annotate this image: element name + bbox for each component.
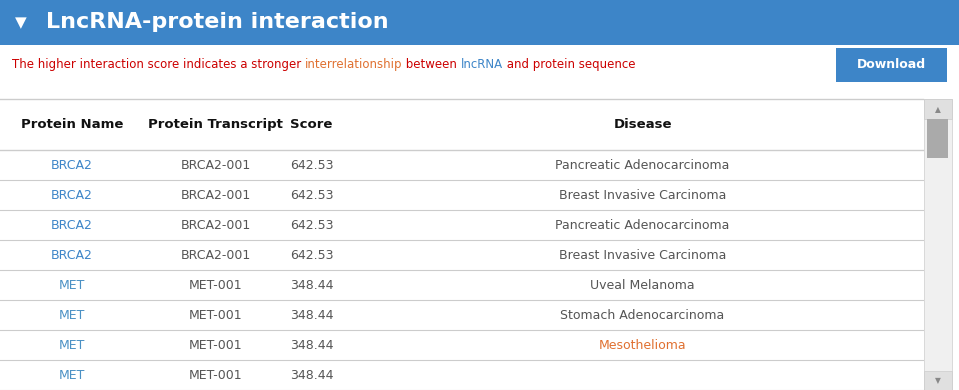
Text: ▼: ▼: [935, 376, 941, 385]
Text: 642.53: 642.53: [290, 189, 334, 202]
Text: and protein sequence: and protein sequence: [503, 58, 635, 71]
Text: Breast Invasive Carcinoma: Breast Invasive Carcinoma: [559, 248, 726, 262]
Text: Disease: Disease: [613, 118, 672, 131]
Text: MET: MET: [58, 278, 85, 292]
Text: 348.44: 348.44: [290, 278, 334, 292]
Text: MET-001: MET-001: [189, 278, 243, 292]
Text: LncRNA-protein interaction: LncRNA-protein interaction: [46, 12, 388, 32]
Text: Stomach Adenocarcinoma: Stomach Adenocarcinoma: [560, 308, 725, 321]
Text: Download: Download: [856, 58, 926, 71]
Text: 642.53: 642.53: [290, 159, 334, 172]
Text: MET-001: MET-001: [189, 308, 243, 321]
Text: 642.53: 642.53: [290, 219, 334, 232]
Text: Uveal Melanoma: Uveal Melanoma: [590, 278, 695, 292]
Text: between: between: [402, 58, 460, 71]
Bar: [836, 48, 947, 82]
Text: BRCA2: BRCA2: [51, 248, 93, 262]
Text: lncRNA: lncRNA: [460, 58, 503, 71]
Text: 348.44: 348.44: [290, 369, 334, 381]
Bar: [924, 370, 952, 390]
Text: Protein Transcript: Protein Transcript: [149, 118, 283, 131]
Text: Breast Invasive Carcinoma: Breast Invasive Carcinoma: [559, 189, 726, 202]
Text: MET-001: MET-001: [189, 369, 243, 381]
Text: BRCA2: BRCA2: [51, 219, 93, 232]
Text: Protein Name: Protein Name: [21, 118, 123, 131]
Text: BRCA2-001: BRCA2-001: [180, 219, 251, 232]
Text: Mesothelioma: Mesothelioma: [598, 339, 687, 351]
Bar: [927, 119, 948, 158]
Text: The higher interaction score indicates a stronger: The higher interaction score indicates a…: [12, 58, 305, 71]
Text: MET-001: MET-001: [189, 339, 243, 351]
Text: BRCA2-001: BRCA2-001: [180, 189, 251, 202]
Text: MET: MET: [58, 308, 85, 321]
Text: 348.44: 348.44: [290, 308, 334, 321]
Text: Pancreatic Adenocarcinoma: Pancreatic Adenocarcinoma: [555, 219, 730, 232]
Text: interrelationship: interrelationship: [305, 58, 402, 71]
Bar: [0, 0, 959, 45]
Bar: [0, 99, 923, 390]
Text: MET: MET: [58, 369, 85, 381]
Text: Pancreatic Adenocarcinoma: Pancreatic Adenocarcinoma: [555, 159, 730, 172]
Text: 642.53: 642.53: [290, 248, 334, 262]
Text: 348.44: 348.44: [290, 339, 334, 351]
Bar: [924, 99, 952, 390]
Text: MET: MET: [58, 339, 85, 351]
Text: BRCA2: BRCA2: [51, 159, 93, 172]
Text: BRCA2-001: BRCA2-001: [180, 159, 251, 172]
Text: Score: Score: [291, 118, 333, 131]
Text: ▼: ▼: [15, 15, 27, 30]
Text: ▲: ▲: [935, 105, 941, 114]
Text: BRCA2-001: BRCA2-001: [180, 248, 251, 262]
Bar: [924, 99, 952, 119]
Text: BRCA2: BRCA2: [51, 189, 93, 202]
